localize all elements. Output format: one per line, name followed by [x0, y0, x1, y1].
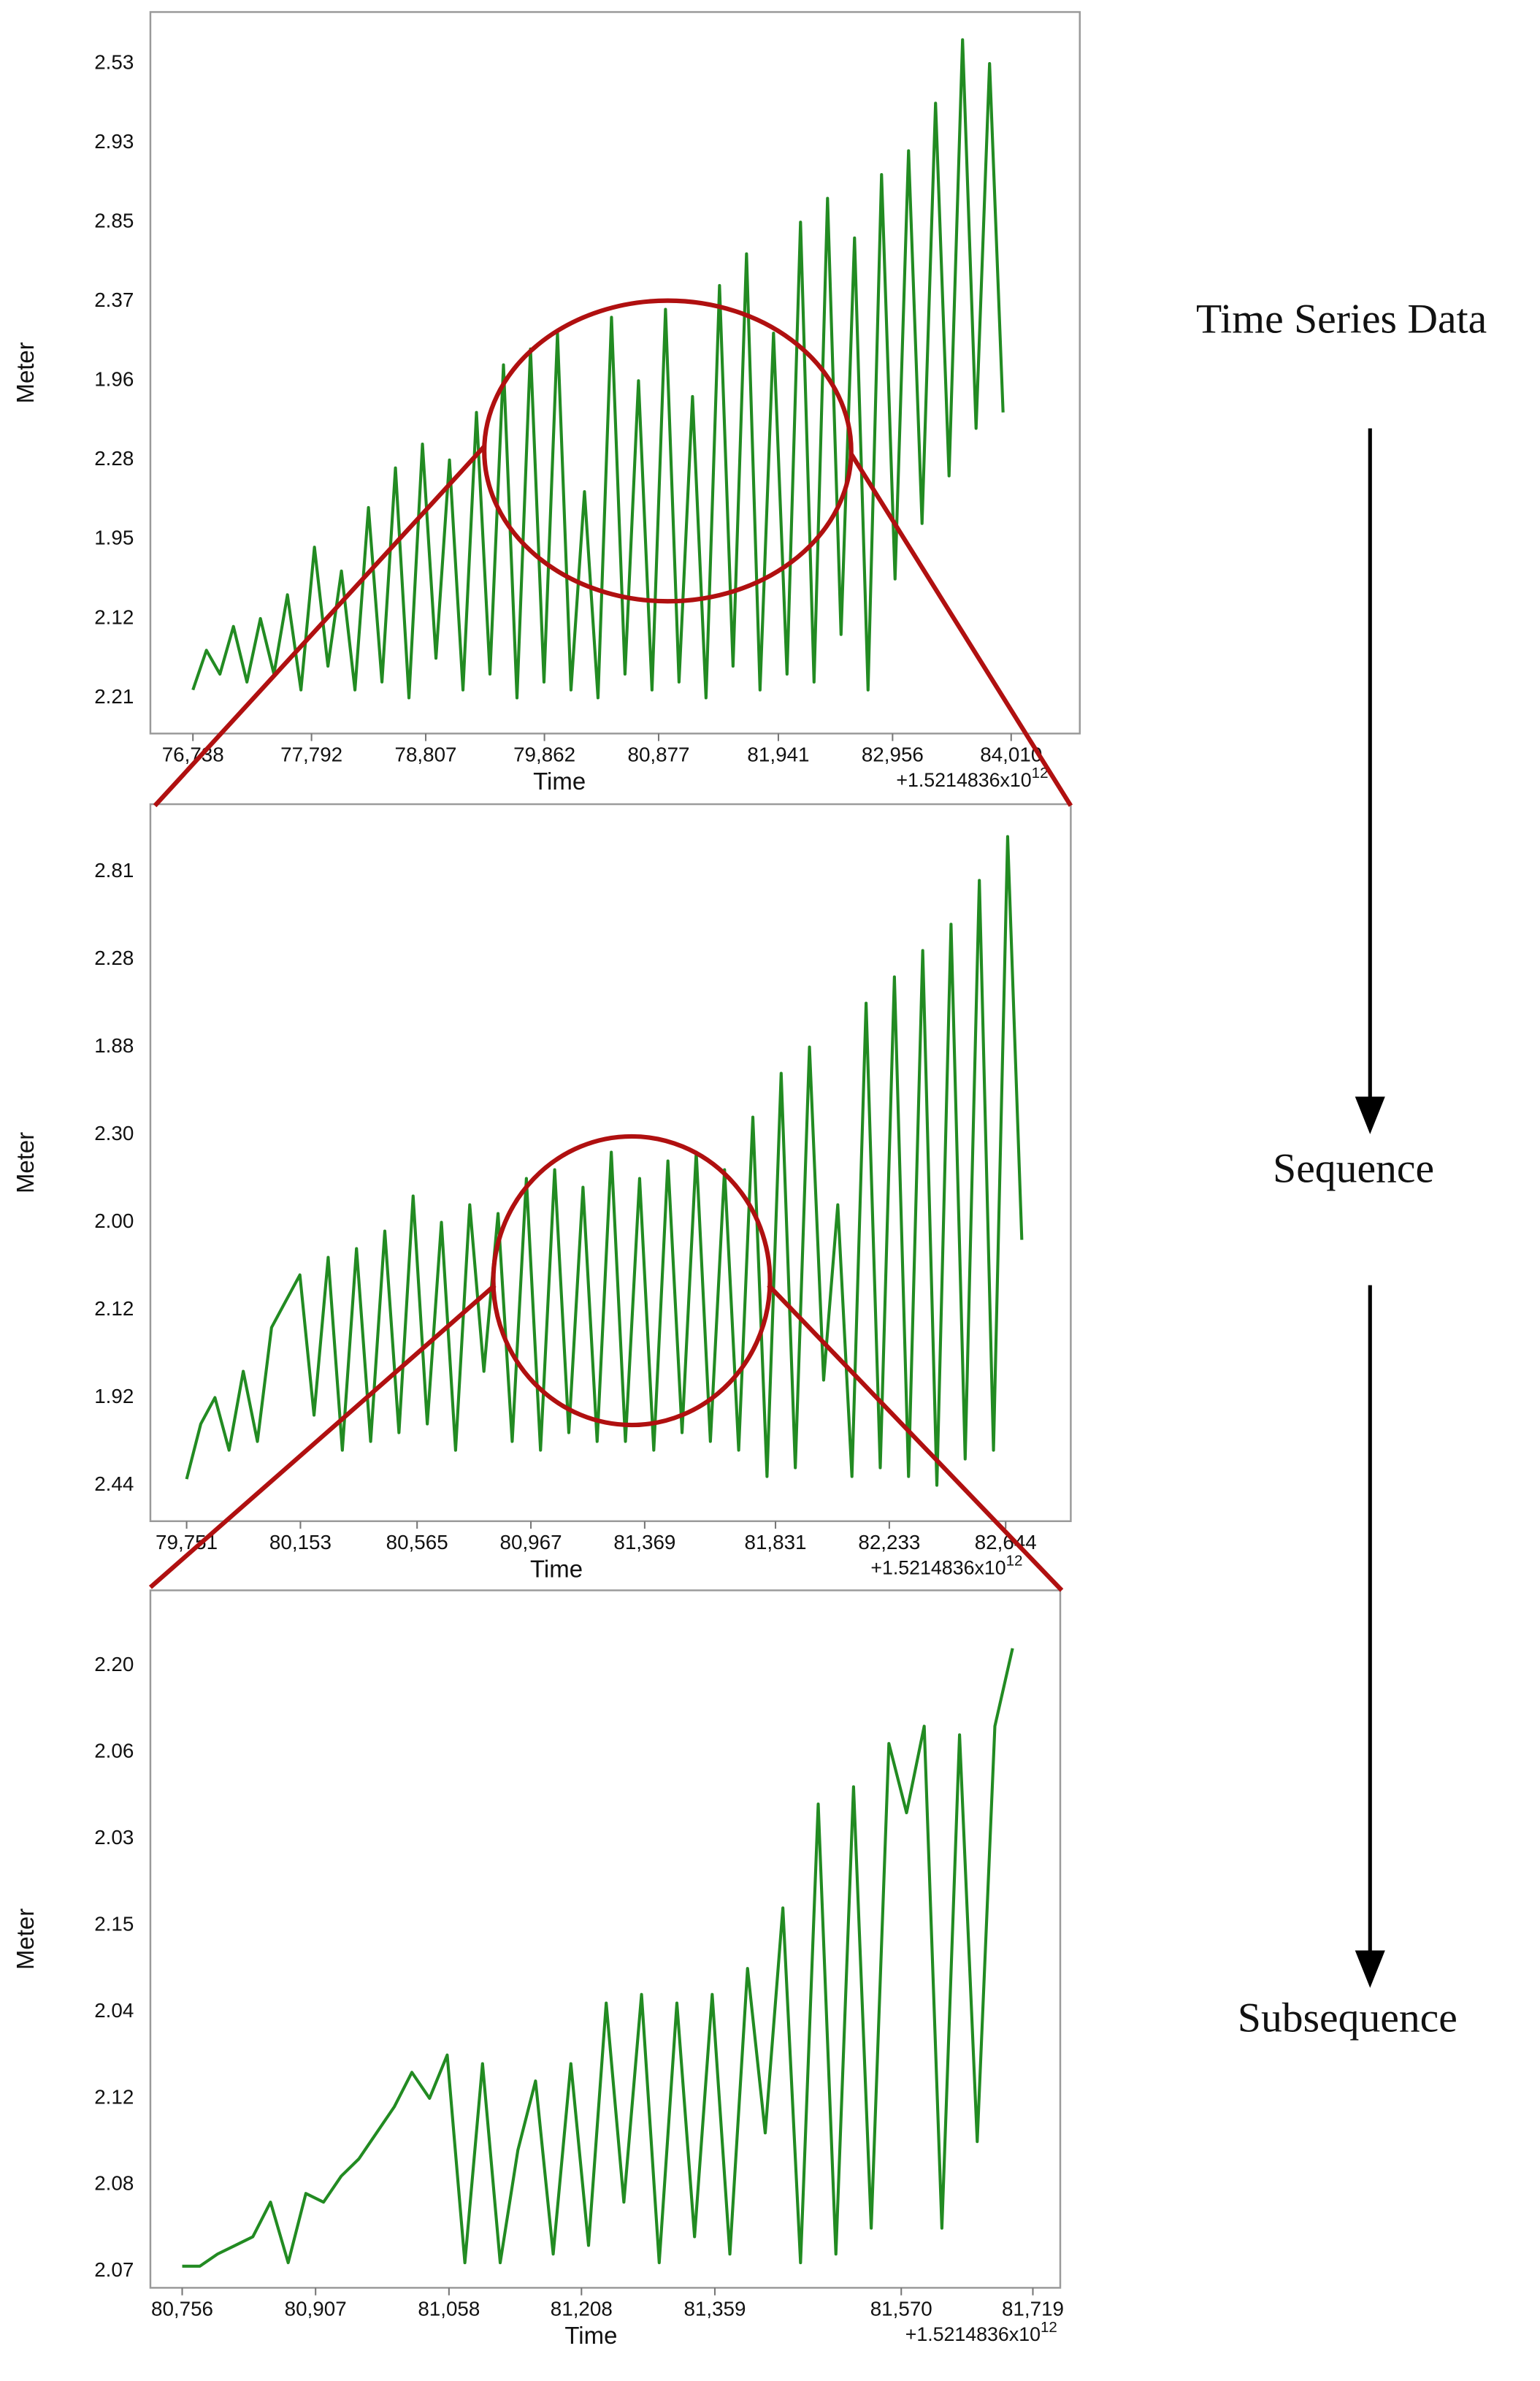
y-tick-label: 2.06	[94, 1739, 134, 1762]
x-tick-label: 80,756	[151, 2298, 213, 2320]
y-axis-title: Meter	[12, 1132, 39, 1193]
x-tick-label: 80,877	[627, 744, 689, 766]
x-offset-exponent: 12	[1006, 1553, 1023, 1570]
x-offset-exponent: 12	[1041, 2319, 1057, 2336]
x-tick-label: 78,807	[395, 744, 457, 766]
y-tick-label: 2.30	[94, 1122, 134, 1144]
x-offset-base: +1.5214836x10	[905, 2323, 1041, 2345]
y-tick-label: 2.81	[94, 859, 134, 882]
x-tick-label: 80,153	[269, 1531, 332, 1553]
x-tick-label: 81,831	[745, 1531, 807, 1553]
y-tick-label: 2.20	[94, 1653, 134, 1675]
y-tick-label: 2.00	[94, 1209, 134, 1232]
y-tick-label: 2.28	[94, 447, 134, 470]
x-offset: +1.5214836x1012	[905, 2319, 1057, 2345]
x-offset: +1.5214836x1012	[896, 765, 1048, 791]
data-line	[185, 835, 1024, 1487]
y-tick-label: 1.95	[94, 527, 134, 549]
x-tick-label: 77,792	[280, 744, 342, 766]
y-tick-label: 2.04	[94, 1999, 134, 2022]
x-offset: +1.5214836x1012	[870, 1553, 1022, 1579]
y-tick-label: 2.15	[94, 1912, 134, 1935]
stage-label: Time Series Data	[1196, 297, 1487, 343]
x-tick-label: 81,941	[747, 744, 809, 766]
zoom-ellipse	[491, 1134, 773, 1428]
x-offset-exponent: 12	[1032, 765, 1049, 781]
zoom-line	[153, 445, 486, 808]
y-tick-label: 2.21	[94, 685, 134, 708]
x-tick-label: 81,719	[1002, 2298, 1064, 2320]
x-tick-label: 82,233	[858, 1531, 920, 1553]
y-tick-label: 2.53	[94, 50, 134, 73]
y-tick-label: 2.85	[94, 209, 134, 232]
y-tick-label: 2.44	[94, 1472, 134, 1495]
zoom-line	[767, 1283, 1064, 1592]
y-tick-label: 2.07	[94, 2258, 134, 2281]
zoom-ellipse	[482, 298, 854, 604]
y-axis-title: Meter	[12, 1908, 39, 1970]
y-tick-label: 2.28	[94, 947, 134, 969]
x-offset-base: +1.5214836x10	[896, 769, 1031, 791]
zoom-line	[148, 1283, 497, 1589]
x-tick-label: 82,956	[862, 744, 924, 766]
y-tick-label: 2.12	[94, 1297, 134, 1320]
y-tick-label: 1.92	[94, 1385, 134, 1407]
x-offset-base: +1.5214836x10	[870, 1557, 1005, 1579]
x-axis-title: Time	[530, 1555, 583, 1582]
x-axis-title: Time	[533, 768, 586, 795]
data-line	[191, 38, 1005, 700]
x-tick-label: 80,565	[386, 1531, 448, 1553]
x-tick-label: 81,369	[613, 1531, 675, 1553]
y-tick-label: 2.37	[94, 288, 134, 311]
x-tick-label: 81,208	[551, 2298, 613, 2320]
y-tick-label: 1.96	[94, 368, 134, 391]
y-tick-label: 2.12	[94, 605, 134, 628]
y-tick-label: 2.12	[94, 2085, 134, 2108]
data-line	[182, 1648, 1014, 2268]
x-tick-label: 79,862	[513, 744, 575, 766]
y-tick-label: 1.88	[94, 1034, 134, 1057]
y-axis-title: Meter	[12, 342, 39, 403]
x-axis-title: Time	[564, 2322, 617, 2349]
x-tick-label: 80,907	[285, 2298, 347, 2320]
y-tick-label: 2.08	[94, 2172, 134, 2195]
stage-label: Subsequence	[1238, 1995, 1457, 2041]
x-tick-label: 81,359	[683, 2298, 746, 2320]
zoom-line	[849, 452, 1073, 807]
x-tick-label: 81,058	[418, 2298, 480, 2320]
y-tick-label: 2.93	[94, 130, 134, 153]
y-tick-label: 2.03	[94, 1826, 134, 1849]
x-tick-label: 80,967	[500, 1531, 562, 1553]
stage-label: Sequence	[1273, 1146, 1434, 1192]
x-tick-label: 81,570	[870, 2298, 932, 2320]
plot-frame	[149, 1589, 1062, 2289]
